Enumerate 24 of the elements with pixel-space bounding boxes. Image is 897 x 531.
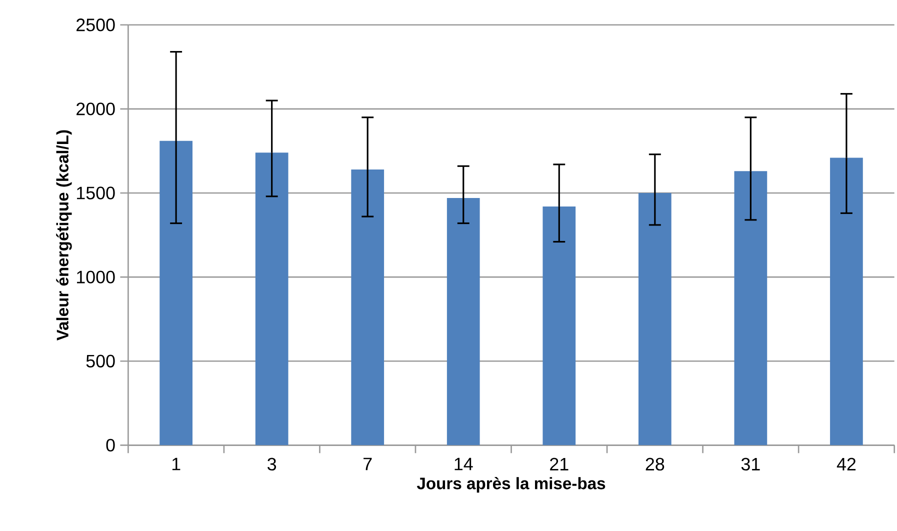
y-tick-label: 500 [86,354,115,368]
bar [351,170,384,446]
x-axis-title: Jours après la mise-bas [416,477,606,493]
bar [638,193,672,446]
y-axis-title: Valeur énergétique (kcal/L) [56,130,72,341]
bar [734,171,768,446]
bar [830,158,863,446]
y-tick-label: 1000 [77,270,115,284]
y-tick-label: 2500 [76,18,115,32]
y-tick-label: 2000 [76,102,115,116]
bar [160,140,192,446]
y-tick-label: 0 [106,438,115,452]
bar [255,152,288,446]
bar [446,198,480,446]
x-tick-label: 28 [646,458,664,471]
bar [542,206,576,446]
x-tick-label: 14 [454,458,473,470]
x-tick-label: 1 [172,458,180,470]
x-tick-label: 7 [364,458,372,470]
x-tick-label: 31 [741,458,760,471]
y-tick-label: 1500 [77,186,115,200]
x-tick-label: 21 [550,458,568,470]
x-tick-label: 3 [268,458,276,471]
x-tick-label: 42 [836,458,856,470]
